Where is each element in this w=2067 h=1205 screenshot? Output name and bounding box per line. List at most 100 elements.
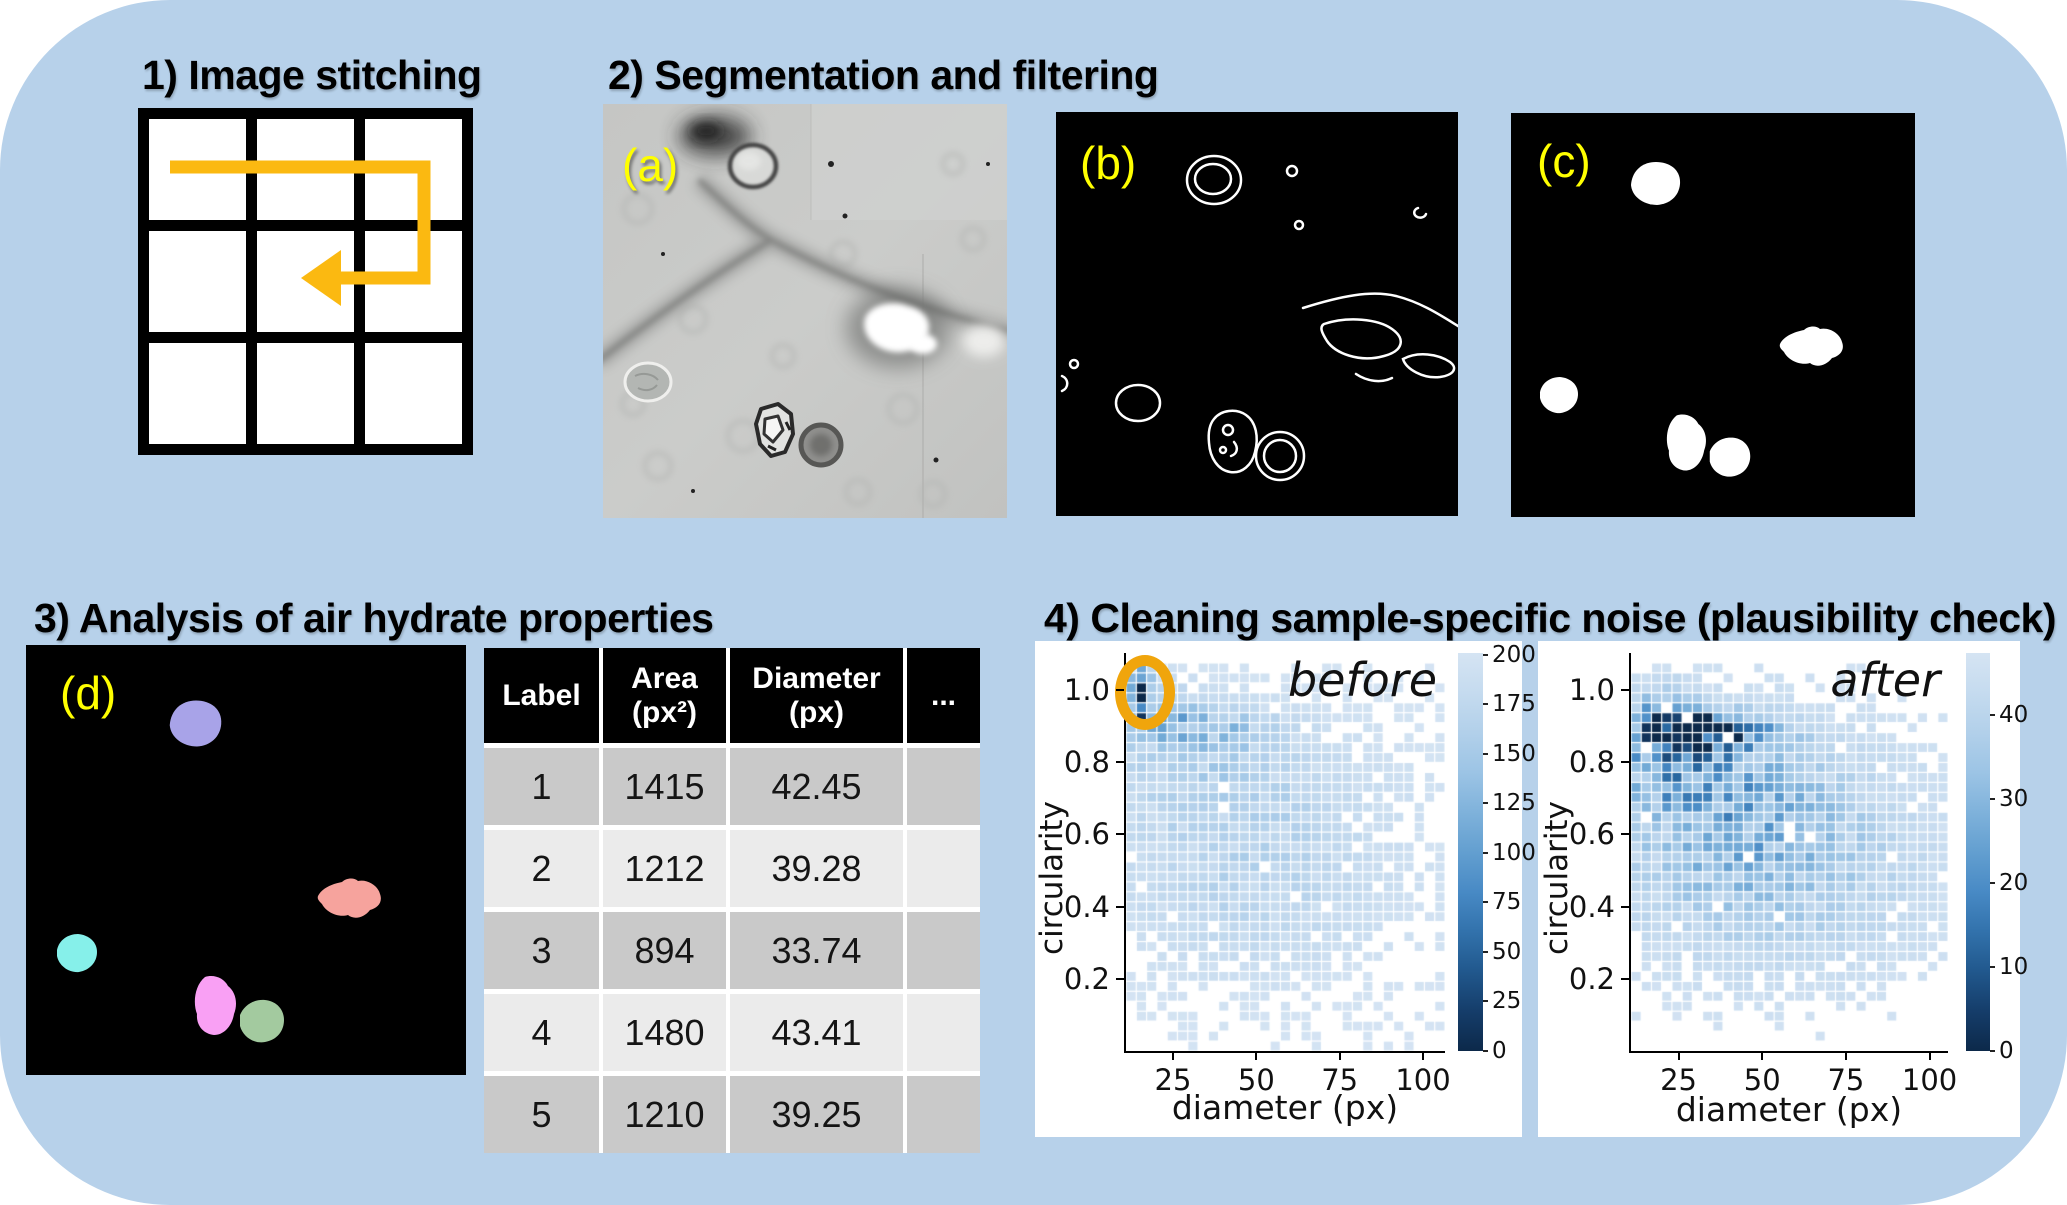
x-tick-mark xyxy=(1338,1053,1341,1060)
y-tick-label: 0.8 xyxy=(1568,745,1615,780)
x-tick-mark xyxy=(1255,1053,1258,1060)
labeled-segments-image xyxy=(26,645,466,1075)
stitch-seam-patch xyxy=(811,104,1007,220)
round-grain xyxy=(798,422,844,468)
segment-5-green xyxy=(240,999,284,1043)
heading-cleaning-noise: 4) Cleaning sample-specific noise (plaus… xyxy=(1044,595,2056,641)
colorbar-tick-label: 40 xyxy=(1999,702,2029,729)
segment-1-lavender xyxy=(169,700,222,747)
table-cell-label: 2 xyxy=(484,830,599,907)
outlined-grain xyxy=(623,361,673,403)
panel-label-d: (d) xyxy=(60,667,117,719)
before-title: before xyxy=(1287,653,1437,707)
table-cell-diameter: 39.28 xyxy=(730,830,903,907)
artifact-circle-annotation xyxy=(1115,655,1175,730)
segment-3-cyan xyxy=(57,934,97,973)
colorbar-tick-mark xyxy=(1483,1000,1488,1003)
colorbar-tick-mark xyxy=(1990,882,1995,885)
table-header-cell: ... xyxy=(907,648,980,743)
x-tick-label: 50 xyxy=(1743,1063,1781,1097)
y-tick-label: 0.8 xyxy=(1063,745,1110,780)
table-cell-more xyxy=(907,1076,980,1153)
y-tick-mark xyxy=(1621,689,1629,692)
x-tick-label: 75 xyxy=(1321,1063,1359,1097)
mask-blobs xyxy=(1540,162,1843,477)
x-tick-label: 100 xyxy=(1901,1063,1958,1097)
before-colorbar xyxy=(1458,653,1483,1051)
x-tick-mark xyxy=(1422,1053,1424,1060)
x-tick-label: 25 xyxy=(1154,1063,1192,1097)
colorbar-tick-label: 0 xyxy=(1999,1038,2014,1064)
table-cell-diameter: 33.74 xyxy=(730,912,903,989)
heading-segmentation-filtering: 2) Segmentation and filtering xyxy=(608,52,1159,98)
x-tick-label: 100 xyxy=(1395,1063,1451,1097)
colorbar-tick-label: 25 xyxy=(1492,988,1522,1015)
properties-table: Label Area (px²) Diameter (px)... 1 1415 42.45 2… xyxy=(484,648,980,1153)
colorbar-tick-label: 175 xyxy=(1492,691,1536,718)
x-tick-label: 75 xyxy=(1827,1063,1865,1097)
y-tick-mark xyxy=(1621,833,1629,836)
scan-path-arrow-icon xyxy=(170,160,431,306)
colorbar-tick-mark xyxy=(1483,950,1488,953)
panel-label-c: (c) xyxy=(1537,135,1591,187)
y-tick-label: 0.4 xyxy=(1568,889,1615,924)
table-cell-area: 1212 xyxy=(603,830,726,907)
segment-2-salmon xyxy=(317,878,381,918)
chart-card-before: before diameter (px) circularity 25 50 75 1… xyxy=(1034,641,1536,1137)
heading-image-stitching: 1) Image stitching xyxy=(142,52,482,98)
colorbar-tick-mark xyxy=(1990,1050,1995,1052)
colorbar-tick-label: 100 xyxy=(1492,839,1536,866)
after-xlabel: diameter (px) xyxy=(1675,1090,1903,1129)
colorbar-tick-label: 10 xyxy=(1999,954,2029,981)
crystal-grain xyxy=(754,402,795,458)
before-heatmap xyxy=(1126,653,1445,1051)
colorbar-tick-mark xyxy=(1483,1050,1488,1052)
table-cell-area: 1415 xyxy=(603,748,726,825)
table-cell-diameter: 43.41 xyxy=(730,994,903,1071)
bubble-ring xyxy=(727,142,779,190)
bright-inclusion xyxy=(846,288,1005,368)
x-tick-label: 50 xyxy=(1237,1063,1275,1097)
y-tick-mark xyxy=(1116,977,1124,980)
colorbar-tick-label: 200 xyxy=(1492,641,1536,668)
table-header-cell: Label xyxy=(484,648,599,743)
after-title: after xyxy=(1830,653,1940,707)
colorbar-tick-mark xyxy=(1990,798,1995,801)
colorbar-tick-mark xyxy=(1990,966,1995,969)
colorbar-tick-mark xyxy=(1483,901,1488,904)
colorbar-tick-mark xyxy=(1483,851,1488,854)
table-cell-label: 5 xyxy=(484,1076,599,1153)
y-tick-label: 1.0 xyxy=(1568,673,1615,708)
table-cell-label: 4 xyxy=(484,994,599,1071)
x-tick-mark xyxy=(1844,1053,1847,1060)
y-tick-mark xyxy=(1116,905,1124,908)
x-tick-label: 25 xyxy=(1660,1063,1697,1097)
colorbar-tick-label: 20 xyxy=(1999,870,2029,897)
y-tick-mark xyxy=(1621,761,1629,764)
table-header-cell: Diameter (px) xyxy=(730,648,903,743)
table-cell-label: 3 xyxy=(484,912,599,989)
after-plot-area: after xyxy=(1629,653,1948,1053)
table-cell-area: 1480 xyxy=(603,994,726,1071)
y-tick-label: 0.2 xyxy=(1568,961,1615,996)
before-xlabel: diameter (px) xyxy=(1171,1088,1399,1127)
table-cell-area: 894 xyxy=(603,912,726,989)
colorbar-tick-mark xyxy=(1483,802,1488,805)
table-cell-more xyxy=(907,830,980,907)
y-tick-mark xyxy=(1116,833,1124,836)
bokeh-rings xyxy=(619,151,987,509)
table-cell-more xyxy=(907,994,980,1071)
y-tick-mark xyxy=(1116,761,1124,764)
before-plot-area: before xyxy=(1124,653,1445,1053)
y-tick-label: 0.6 xyxy=(1568,817,1615,852)
panel-label-a: (a) xyxy=(622,139,679,191)
x-tick-mark xyxy=(1928,1053,1931,1060)
table-cell-label: 1 xyxy=(484,748,599,825)
after-heatmap xyxy=(1631,653,1948,1051)
table-cell-diameter: 39.25 xyxy=(730,1076,903,1153)
y-tick-label: 1.0 xyxy=(1063,673,1110,708)
colorbar-tick-label: 125 xyxy=(1492,790,1536,817)
y-tick-label: 0.6 xyxy=(1063,817,1110,852)
colorbar-tick-label: 30 xyxy=(1999,786,2029,813)
